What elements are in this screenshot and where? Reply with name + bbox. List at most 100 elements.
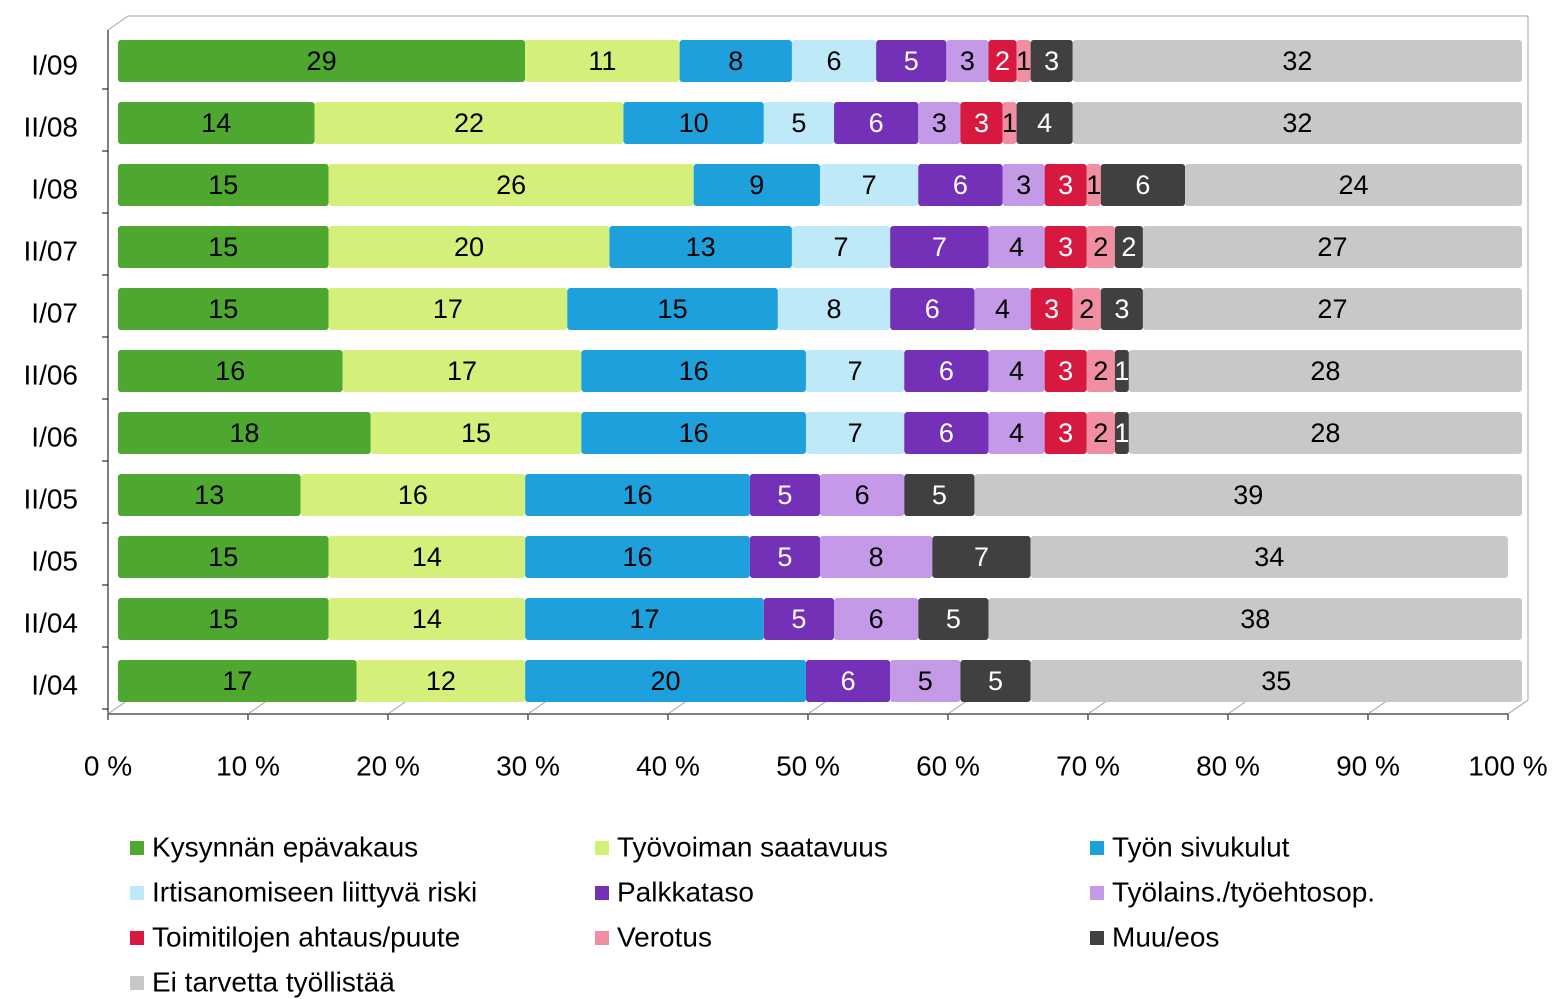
floor-line: [807, 699, 829, 715]
data-label: 3: [974, 108, 989, 138]
bar-segment: [1100, 288, 1143, 330]
data-label: 2: [1079, 294, 1094, 324]
bar-segment: [1086, 226, 1115, 268]
legend-swatch: [1090, 886, 1104, 900]
bar-segment: [300, 474, 526, 516]
data-label: 3: [1044, 46, 1059, 76]
data-label: 5: [777, 542, 792, 572]
data-label: 15: [208, 232, 238, 262]
bar-segment: [118, 164, 329, 206]
legend-swatch: [130, 841, 144, 855]
legend-label: Ei tarvetta työllistää: [152, 966, 395, 997]
data-label: 8: [827, 294, 842, 324]
bar-segment: [1114, 226, 1143, 268]
legend-label: Työn sivukulut: [1112, 831, 1290, 862]
data-label: 4: [1009, 418, 1024, 448]
y-tick-label: I/09: [31, 49, 78, 80]
data-label: 28: [1310, 356, 1340, 386]
x-tick-label: 60 %: [916, 750, 980, 781]
bar-segment: [1030, 536, 1508, 578]
data-label: 7: [932, 232, 947, 262]
data-label: 7: [974, 542, 989, 572]
bar-segment: [1072, 288, 1101, 330]
bar-segment: [834, 102, 919, 144]
data-label: 26: [496, 170, 526, 200]
y-tick-label: I/07: [31, 297, 78, 328]
data-label: 2: [1093, 356, 1108, 386]
legend-swatch: [130, 976, 144, 990]
floor-line: [1227, 699, 1249, 715]
corner: [107, 15, 129, 31]
bar-segment: [581, 412, 806, 454]
bar-segment: [581, 350, 806, 392]
data-label: 18: [229, 418, 259, 448]
bar-segment: [314, 102, 624, 144]
bar-segment: [834, 598, 919, 640]
y-tick-label: I/08: [31, 173, 78, 204]
legend-swatch: [1090, 841, 1104, 855]
data-label: 15: [208, 170, 238, 200]
bar-segment: [118, 288, 329, 330]
data-label: 6: [939, 418, 954, 448]
bar-segment: [118, 536, 329, 578]
x-tick-label: 50 %: [776, 750, 840, 781]
data-label: 1: [1016, 46, 1031, 76]
data-label: 2: [1093, 418, 1108, 448]
bar-segment: [328, 226, 610, 268]
y-tick-label: II/06: [24, 359, 78, 390]
bar-segment: [1030, 40, 1073, 82]
data-label: 20: [651, 666, 681, 696]
bar-segment: [1030, 288, 1073, 330]
data-label: 3: [1058, 356, 1073, 386]
bar-segment: [988, 226, 1045, 268]
bar-segment: [918, 598, 989, 640]
bar-segment: [904, 474, 975, 516]
floor-line: [107, 699, 129, 715]
data-label: 5: [777, 480, 792, 510]
data-label: 24: [1338, 170, 1368, 200]
bar-segment: [1002, 102, 1017, 144]
data-label: 14: [412, 604, 442, 634]
floor-line: [1507, 699, 1529, 715]
data-label: 16: [215, 356, 245, 386]
data-label: 27: [1317, 232, 1347, 262]
data-label: 13: [194, 480, 224, 510]
bar-segment: [791, 226, 891, 268]
bar-segment: [876, 40, 947, 82]
bar-segment: [328, 288, 568, 330]
data-label: 17: [222, 666, 252, 696]
x-tick-label: 30 %: [496, 750, 560, 781]
bar-segment: [1044, 226, 1087, 268]
data-label: 20: [454, 232, 484, 262]
bar-segment: [609, 226, 792, 268]
bar-segment: [525, 660, 806, 702]
bar-segment: [525, 40, 680, 82]
legend-label: Kysynnän epävakaus: [152, 831, 418, 862]
bar-segment: [932, 536, 1031, 578]
x-tick-label: 80 %: [1196, 750, 1260, 781]
data-label: 6: [939, 356, 954, 386]
data-label: 38: [1240, 604, 1270, 634]
data-label: 14: [412, 542, 442, 572]
bar-segment: [960, 102, 1003, 144]
bar-segment: [918, 164, 1003, 206]
data-label: 32: [1282, 108, 1312, 138]
legend-label: Verotus: [617, 921, 712, 952]
data-label: 5: [904, 46, 919, 76]
data-label: 3: [1016, 170, 1031, 200]
bar-segment: [946, 40, 989, 82]
bar-segment: [890, 660, 961, 702]
data-label: 7: [834, 232, 849, 262]
bar-segment: [820, 474, 905, 516]
data-label: 3: [1058, 232, 1073, 262]
data-label: 17: [433, 294, 463, 324]
data-label: 15: [658, 294, 688, 324]
bar-segment: [693, 164, 820, 206]
bar-segment: [1086, 164, 1101, 206]
bar-segment: [356, 660, 526, 702]
bar-segment: [918, 102, 961, 144]
x-tick-label: 0 %: [84, 750, 132, 781]
bar-segment: [960, 660, 1031, 702]
bar-segment: [974, 288, 1031, 330]
